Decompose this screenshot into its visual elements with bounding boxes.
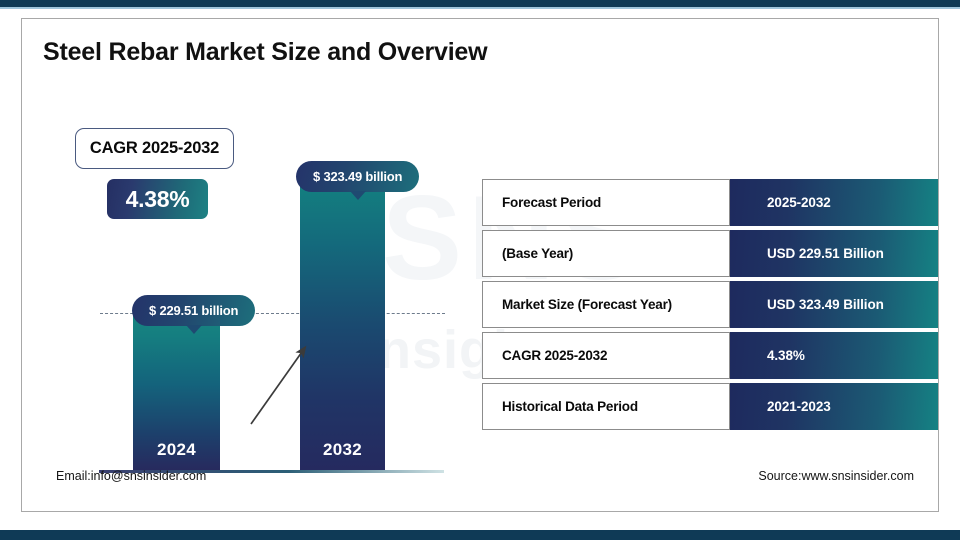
bottom-accent-bar xyxy=(0,530,960,540)
table-row: Market Size (Forecast Year) USD 323.49 B… xyxy=(482,281,938,328)
bar-label-2032: 2032 xyxy=(322,440,363,459)
value-tooltip-2024: $ 229.51 billion xyxy=(132,295,256,334)
table-key-label: CAGR 2025-2032 xyxy=(502,348,608,363)
table-value-label: 4.38% xyxy=(767,348,805,363)
top-accent-line xyxy=(0,7,960,9)
value-tooltip-2024-label: $ 229.51 billion xyxy=(149,303,239,318)
table-key-label: Market Size (Forecast Year) xyxy=(502,297,672,312)
table-key-label: Forecast Period xyxy=(502,195,602,210)
table-value-label: USD 229.51 Billion xyxy=(767,246,884,261)
table-value-label: 2025-2032 xyxy=(767,195,831,210)
info-table: Forecast Period 2025-2032 (Base Year) US… xyxy=(482,179,938,434)
table-value-label: USD 323.49 Billion xyxy=(767,297,884,312)
table-value-label: 2021-2023 xyxy=(767,399,831,414)
footer-email: Email:info@snsinsider.com xyxy=(56,469,207,483)
table-cell-value: 2025-2032 xyxy=(730,179,938,226)
cagr-label-box: CAGR 2025-2032 xyxy=(75,128,234,169)
table-cell-value: 4.38% xyxy=(730,332,938,379)
table-row: Historical Data Period 2021-2023 xyxy=(482,383,938,430)
table-cell-value: USD 229.51 Billion xyxy=(730,230,938,277)
bar-label-2024: 2024 xyxy=(156,440,197,459)
value-tooltip-2032: $ 323.49 billion xyxy=(296,161,420,200)
cagr-value: 4.38% xyxy=(125,185,190,212)
table-cell-key: CAGR 2025-2032 xyxy=(482,332,730,379)
bar-2032: 2032 xyxy=(300,179,385,470)
slide-card: SNS Insights Steel Rebar Market Size and… xyxy=(21,18,939,512)
value-tooltip-2032-label: $ 323.49 billion xyxy=(313,169,403,184)
cagr-label: CAGR 2025-2032 xyxy=(89,139,220,157)
table-row: Forecast Period 2025-2032 xyxy=(482,179,938,226)
table-cell-key: Forecast Period xyxy=(482,179,730,226)
table-cell-key: (Base Year) xyxy=(482,230,730,277)
top-accent-bar xyxy=(0,0,960,7)
table-cell-key: Historical Data Period xyxy=(482,383,730,430)
dashed-reference-line xyxy=(100,313,445,314)
x-axis-line xyxy=(99,470,444,473)
bar-chart: 2024 2032 $ 229.51 billion $ 323.49 bill… xyxy=(43,37,463,497)
footer-source: Source:www.snsinsider.com xyxy=(758,469,914,483)
bar-2024: 2024 xyxy=(133,314,220,470)
table-cell-value: USD 323.49 Billion xyxy=(730,281,938,328)
growth-arrow-icon xyxy=(250,345,307,425)
table-row: (Base Year) USD 229.51 Billion xyxy=(482,230,938,277)
table-row: CAGR 2025-2032 4.38% xyxy=(482,332,938,379)
cagr-value-badge: 4.38% xyxy=(107,179,208,219)
table-cell-value: 2021-2023 xyxy=(730,383,938,430)
tooltip-tail-icon xyxy=(185,325,202,334)
table-key-label: (Base Year) xyxy=(502,246,574,261)
table-key-label: Historical Data Period xyxy=(502,399,638,414)
table-cell-key: Market Size (Forecast Year) xyxy=(482,281,730,328)
tooltip-tail-icon xyxy=(349,191,366,200)
page-title: Steel Rebar Market Size and Overview xyxy=(43,38,488,66)
